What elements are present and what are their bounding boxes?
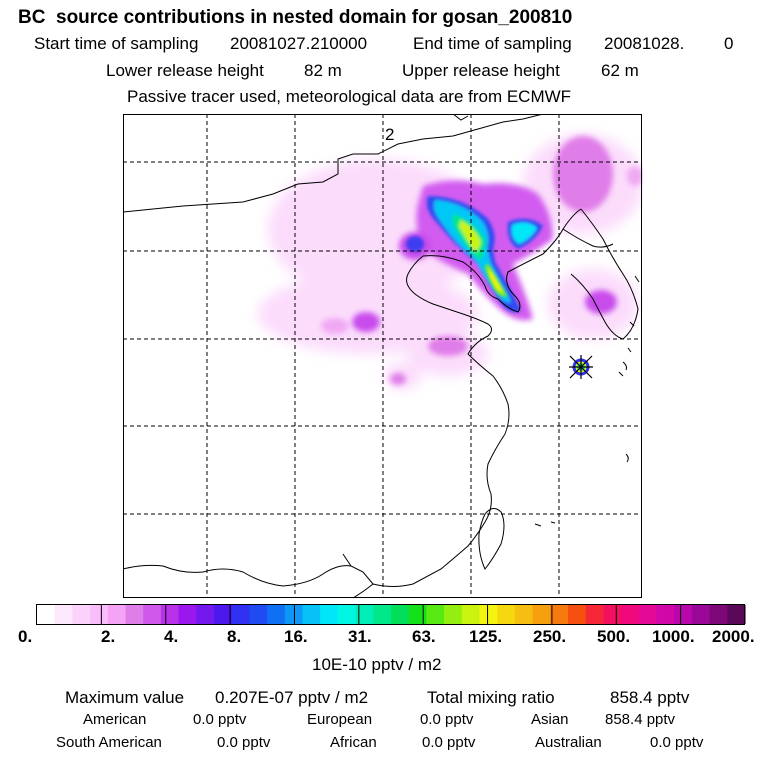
colorbar-cell <box>585 605 604 624</box>
upper-height-label: Upper release height <box>402 61 560 80</box>
region-south-american-value: 0.0 pptv <box>217 734 271 751</box>
colorbar-cell <box>727 605 746 624</box>
colorbar <box>36 604 746 625</box>
colorbar-cell <box>337 605 357 624</box>
end-time-label: End time of sampling <box>413 34 572 53</box>
end-time-suffix: 0 <box>724 34 734 53</box>
colorbar-cell <box>214 605 233 624</box>
colorbar-cell <box>479 605 498 624</box>
colorbar-cell <box>408 605 427 624</box>
start-time-label: Start time of sampling <box>34 34 199 53</box>
colorbar-cell <box>160 605 180 624</box>
colorbar-cell <box>231 605 250 624</box>
source-contribution-map: 2 <box>123 114 643 599</box>
region-south-american-label: South American <box>56 734 162 751</box>
region-american-value: 0.0 pptv <box>193 711 247 728</box>
colorbar-cell <box>125 605 144 624</box>
colorbar-cell <box>373 605 392 624</box>
colorbar-cell <box>143 605 162 624</box>
colorbar-tick-4: 4. <box>164 627 179 646</box>
region-american-label: American <box>83 711 147 728</box>
colorbar-cell <box>568 605 587 624</box>
colorbar-cell <box>709 605 728 624</box>
colorbar-cell <box>72 605 91 624</box>
colorbar-cell <box>514 605 534 624</box>
receptor-marker <box>569 355 593 379</box>
colorbar-cell <box>461 605 481 624</box>
colorbar-cell <box>196 605 215 624</box>
colorbar-unit-label: 10E-10 pptv / m2 <box>312 655 442 674</box>
colorbar-cell <box>391 605 410 624</box>
colorbar-cell <box>691 605 711 624</box>
colorbar-cell <box>656 605 675 624</box>
plume-peak <box>453 214 507 297</box>
map-frame <box>123 114 642 598</box>
colorbar-tick-250: 250. <box>533 627 567 646</box>
colorbar-cell <box>37 605 56 624</box>
colorbar-tick-2000: 2000. <box>712 627 755 646</box>
region-asian-label: Asian <box>531 711 569 728</box>
colorbar-cell <box>444 605 463 624</box>
colorbar-tick-125: 125. <box>469 627 503 646</box>
coastlines <box>123 114 640 599</box>
colorbar-tick-0: 0. <box>18 627 33 646</box>
colorbar-cell <box>302 605 321 624</box>
grid-label: 2 <box>385 125 394 144</box>
start-time-value: 20081027.210000 <box>230 34 368 53</box>
upper-height-value: 62 m <box>601 61 639 80</box>
lower-height-label: Lower release height <box>106 61 264 80</box>
region-asian-value: 858.4 pptv <box>605 711 676 728</box>
colorbar-cell <box>603 605 622 624</box>
total-mixing-value: 858.4 pptv <box>610 688 690 707</box>
colorbar-tick-1000: 1000. <box>652 627 695 646</box>
colorbar-cell <box>107 605 127 624</box>
colorbar-cell <box>355 605 374 624</box>
chart-title: BC source contributions in nested domain… <box>18 7 573 28</box>
colorbar-cell <box>267 605 286 624</box>
colorbar-tick-8: 8. <box>227 627 242 646</box>
graticule <box>123 114 642 598</box>
colorbar-frame <box>36 604 745 625</box>
colorbar-tick-31: 31. <box>348 627 372 646</box>
colorbar-cell <box>674 605 693 624</box>
max-value: 0.207E-07 pptv / m2 <box>215 688 369 707</box>
colorbar-cell <box>638 605 658 624</box>
end-time-value: 20081028. <box>604 34 685 53</box>
region-australian-label: Australian <box>535 734 602 751</box>
colorbar-tick-16: 16. <box>284 627 308 646</box>
colorbar-cell <box>249 605 268 624</box>
region-australian-value: 0.0 pptv <box>650 734 704 751</box>
colorbar-cell <box>621 605 640 624</box>
colorbar-cell <box>90 605 109 624</box>
region-european-value: 0.0 pptv <box>420 711 474 728</box>
colorbar-tick-63: 63. <box>412 627 436 646</box>
region-european-label: European <box>307 711 373 728</box>
colorbar-cell <box>320 605 339 624</box>
colorbar-tick-500: 500. <box>597 627 631 646</box>
colorbar-tick-2: 2. <box>101 627 116 646</box>
colorbar-cell <box>178 605 197 624</box>
total-mixing-label: Total mixing ratio <box>427 688 555 707</box>
tracer-note: Passive tracer used, meteorological data… <box>127 87 572 106</box>
colorbar-cell <box>426 605 445 624</box>
colorbar-cell <box>54 605 73 624</box>
colorbar-cell <box>550 605 569 624</box>
region-african-label: African <box>330 734 377 751</box>
colorbar-cell <box>532 605 551 624</box>
colorbar-cell <box>497 605 516 624</box>
max-value-label: Maximum value <box>65 688 185 707</box>
region-african-value: 0.0 pptv <box>422 734 476 751</box>
lower-height-value: 82 m <box>304 61 342 80</box>
